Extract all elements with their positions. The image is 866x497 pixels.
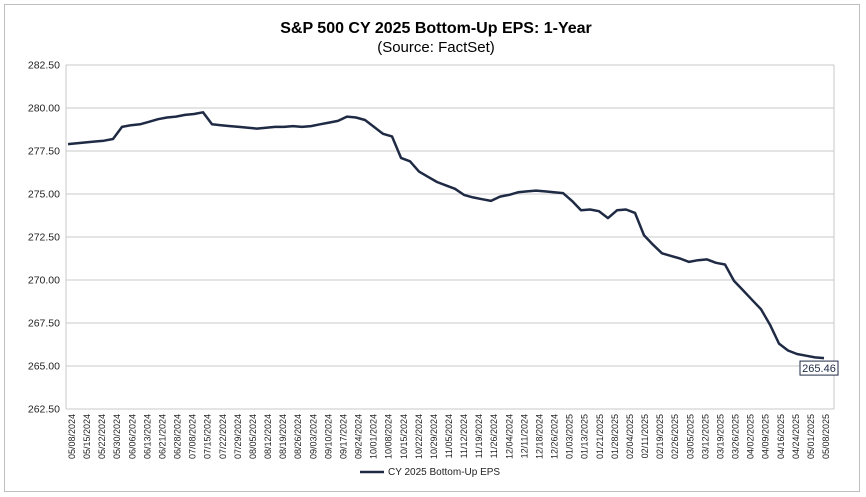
x-tick-label: 09/17/2024 <box>338 414 348 459</box>
x-tick-label: 03/19/2025 <box>715 414 725 459</box>
y-tick-label: 277.50 <box>28 146 60 158</box>
x-tick-label: 05/08/2025 <box>821 414 831 459</box>
x-tick-label: 12/11/2024 <box>519 414 529 458</box>
x-tick-label: 06/13/2024 <box>142 414 152 459</box>
y-tick-label: 267.50 <box>28 318 60 330</box>
x-tick-label: 01/28/2025 <box>610 414 620 459</box>
x-tick-label: 01/13/2025 <box>580 414 590 459</box>
x-tick-label: 05/08/2024 <box>67 414 77 459</box>
chart-frame <box>4 4 860 492</box>
x-tick-label: 07/22/2024 <box>218 414 228 459</box>
y-tick-label: 270.00 <box>28 275 60 287</box>
x-tick-label: 08/12/2024 <box>263 414 273 459</box>
x-tick-label: 10/15/2024 <box>399 414 409 459</box>
last-value-callout: 265.46 <box>799 360 839 376</box>
x-tick-label: 06/06/2024 <box>127 414 137 459</box>
series-group <box>67 111 825 360</box>
x-tick-label: 02/26/2025 <box>670 414 680 459</box>
x-tick-label: 10/01/2024 <box>369 414 379 459</box>
x-tick-label: 07/29/2024 <box>233 414 243 459</box>
y-tick-label: 262.50 <box>28 404 60 416</box>
series-line-cy-2025-eps <box>67 111 825 360</box>
last-value-label: 265.46 <box>802 363 836 375</box>
x-tick-label: 12/26/2024 <box>550 414 560 459</box>
x-tick-label: 01/21/2025 <box>595 414 605 459</box>
chart-title: S&P 500 CY 2025 Bottom-Up EPS: 1-Year <box>280 20 592 37</box>
x-tick-label: 05/30/2024 <box>112 414 122 459</box>
x-tick-label: 11/12/2024 <box>459 414 469 458</box>
x-tick-label: 07/15/2024 <box>203 414 213 459</box>
gridlines <box>65 64 835 410</box>
x-tick-label: 08/19/2024 <box>278 414 288 459</box>
x-tick-label: 05/15/2024 <box>82 414 92 459</box>
x-tick-label: 03/05/2025 <box>685 414 695 459</box>
x-tick-label: 04/02/2025 <box>746 414 756 459</box>
y-tick-label: 265.00 <box>28 361 60 373</box>
x-tick-label: 10/22/2024 <box>414 414 424 459</box>
x-axis: 05/08/2024 05/15/2024 05/22/2024 05/30/2024… <box>67 414 831 459</box>
x-tick-label: 10/29/2024 <box>429 414 439 459</box>
x-tick-label: 01/03/2025 <box>565 414 575 459</box>
x-tick-label: 05/22/2024 <box>97 414 107 459</box>
x-tick-label: 02/19/2025 <box>655 414 665 459</box>
x-tick-label: 06/21/2024 <box>157 414 167 459</box>
x-tick-label: 09/24/2024 <box>354 414 364 459</box>
legend: CY 2025 Bottom-Up EPS <box>360 467 500 478</box>
last-value-box <box>799 360 839 376</box>
x-tick-label: 09/10/2024 <box>323 414 333 459</box>
x-tick-label: 09/03/2024 <box>308 414 318 459</box>
legend-label: CY 2025 Bottom-Up EPS <box>388 467 500 478</box>
x-tick-label: 11/26/2024 <box>489 414 499 458</box>
x-tick-label: 03/12/2025 <box>700 414 710 459</box>
x-tick-label: 08/26/2024 <box>293 414 303 459</box>
x-tick-label: 07/08/2024 <box>188 414 198 459</box>
x-tick-label: 08/05/2024 <box>248 414 258 459</box>
x-tick-label: 12/18/2024 <box>534 414 544 459</box>
x-tick-label: 05/01/2025 <box>806 414 816 459</box>
y-tick-label: 280.00 <box>28 103 60 115</box>
y-tick-label: 272.50 <box>28 232 60 244</box>
y-axis: 282.50 280.00 277.50 275.00 272.50 270.00 267.… <box>28 60 60 416</box>
x-tick-label: 11/05/2024 <box>444 414 454 458</box>
x-tick-label: 11/19/2024 <box>474 414 484 458</box>
x-tick-label: 04/24/2025 <box>791 414 801 459</box>
x-tick-label: 10/08/2024 <box>384 414 394 459</box>
y-tick-label: 282.50 <box>28 60 60 72</box>
x-tick-label: 04/09/2025 <box>761 414 771 459</box>
chart-subtitle: (Source: FactSet) <box>377 39 495 56</box>
x-tick-label: 03/26/2025 <box>731 414 741 459</box>
x-tick-label: 04/16/2025 <box>776 414 786 459</box>
x-tick-label: 12/04/2024 <box>504 414 514 459</box>
x-tick-label: 02/04/2025 <box>625 414 635 459</box>
x-tick-label: 06/28/2024 <box>173 414 183 459</box>
x-tick-label: 02/11/2025 <box>640 414 650 458</box>
y-tick-label: 275.00 <box>28 189 60 201</box>
